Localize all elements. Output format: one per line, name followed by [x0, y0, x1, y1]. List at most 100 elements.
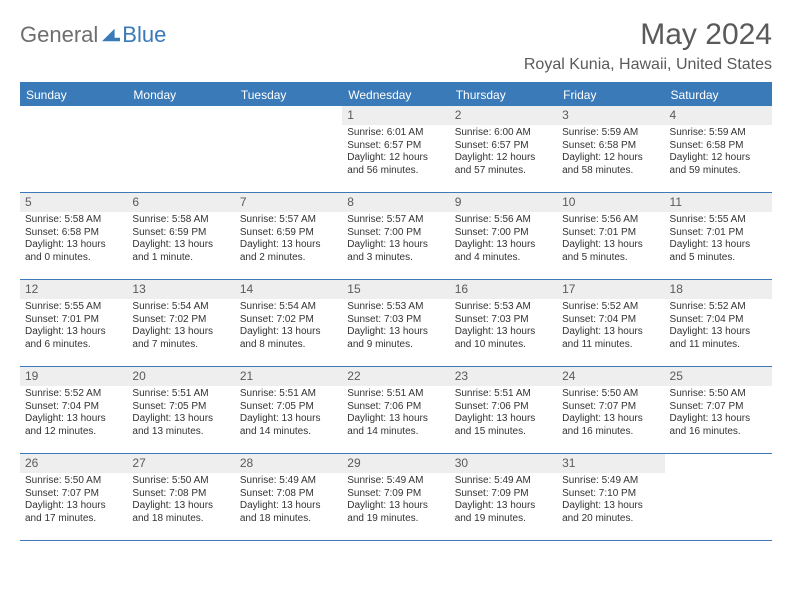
sunrise-text: Sunrise: 5:51 AM	[132, 388, 229, 401]
calendar-cell: 4Sunrise: 5:59 AMSunset: 6:58 PMDaylight…	[665, 106, 772, 192]
header: General Blue May 2024 Royal Kunia, Hawai…	[20, 18, 772, 74]
sunrise-text: Sunrise: 5:49 AM	[562, 475, 659, 488]
sunset-text: Sunset: 6:57 PM	[455, 140, 552, 153]
calendar-cell: 23 Sunrise: 5:51 AMSunset: 7:06 PMDayligh…	[450, 367, 557, 453]
daylight-text: and 7 minutes.	[132, 339, 229, 352]
daylight-text: and 19 minutes.	[347, 513, 444, 526]
daylight-text: Daylight: 13 hours	[562, 326, 659, 339]
calendar-cell: 22Sunrise: 5:51 AMSunset: 7:06 PMDayligh…	[342, 367, 449, 453]
daylight-text: and 6 minutes.	[25, 339, 122, 352]
sunset-text: Sunset: 7:01 PM	[562, 227, 659, 240]
daylight-text: and 2 minutes.	[240, 252, 337, 265]
sunrise-text: Sunrise: 6:00 AM	[455, 127, 552, 140]
sunrise-text: Sunrise: 5:50 AM	[562, 388, 659, 401]
calendar-cell: 6Sunrise: 5:58 AMSunset: 6:59 PMDaylight…	[127, 193, 234, 279]
logo-text-1: General	[20, 22, 98, 48]
sunrise-text: Sunrise: 5:50 AM	[670, 388, 767, 401]
week-row: 12 Sunrise: 5:55 AMSunset: 7:01 PM Dayligh…	[20, 280, 772, 367]
dayhead-thu: Thursday	[450, 84, 557, 106]
day-number: 6	[127, 193, 234, 212]
sunrise-text: Sunrise: 5:52 AM	[25, 388, 122, 401]
daylight-text: Daylight: 12 hours	[562, 152, 659, 165]
sunset-text: Sunset: 7:03 PM	[455, 314, 552, 327]
sunset-text: Sunset: 7:00 PM	[347, 227, 444, 240]
sunset-text: Sunset: 7:05 PM	[240, 401, 337, 414]
day-header-row: Sunday Monday Tuesday Wednesday Thursday…	[20, 84, 772, 106]
sunset-text: Sunset: 7:10 PM	[562, 488, 659, 501]
sunset-text: Sunset: 7:04 PM	[562, 314, 659, 327]
day-number: 16	[450, 280, 557, 299]
calendar-cell: 9Sunrise: 5:56 AMSunset: 7:00 PMDaylight…	[450, 193, 557, 279]
dayhead-mon: Monday	[127, 84, 234, 106]
sunrise-text: Sunrise: 5:57 AM	[240, 214, 337, 227]
sunset-text: Sunset: 6:57 PM	[347, 140, 444, 153]
sunset-text: Sunset: 7:06 PM	[455, 401, 552, 414]
calendar-cell: 20Sunrise: 5:51 AMSunset: 7:05 PMDayligh…	[127, 367, 234, 453]
sunrise-text: Sunrise: 5:52 AM	[562, 301, 659, 314]
sunset-text: Sunset: 6:59 PM	[132, 227, 229, 240]
daylight-text: and 17 minutes.	[25, 513, 122, 526]
dayhead-tue: Tuesday	[235, 84, 342, 106]
daylight-text: Daylight: 13 hours	[562, 500, 659, 513]
sunrise-text: Sunrise: 5:49 AM	[455, 475, 552, 488]
day-number: 19	[20, 367, 127, 386]
day-number: 2	[450, 106, 557, 125]
daylight-text: Daylight: 13 hours	[347, 239, 444, 252]
sunset-text: Sunset: 7:09 PM	[347, 488, 444, 501]
day-number: 20	[127, 367, 234, 386]
sunset-text: Sunset: 7:07 PM	[670, 401, 767, 414]
day-number: 29	[342, 454, 449, 473]
logo: General Blue	[20, 22, 166, 48]
daylight-text: Daylight: 13 hours	[347, 500, 444, 513]
daylight-text: and 16 minutes.	[670, 426, 767, 439]
daylight-text: and 0 minutes.	[25, 252, 122, 265]
sunset-text: Sunset: 7:09 PM	[455, 488, 552, 501]
dayhead-fri: Friday	[557, 84, 664, 106]
sunrise-text: Sunrise: 5:57 AM	[347, 214, 444, 227]
sunrise-text: Sunrise: 5:56 AM	[455, 214, 552, 227]
day-number: 21	[235, 367, 342, 386]
calendar-cell	[235, 106, 342, 192]
daylight-text: Daylight: 12 hours	[347, 152, 444, 165]
day-number: 8	[342, 193, 449, 212]
sunset-text: Sunset: 7:05 PM	[132, 401, 229, 414]
sunset-text: Sunset: 6:58 PM	[25, 227, 122, 240]
sunrise-text: Sunrise: 5:52 AM	[670, 301, 767, 314]
daylight-text: Daylight: 13 hours	[455, 326, 552, 339]
month-title: May 2024	[524, 18, 772, 52]
daylight-text: Daylight: 13 hours	[347, 413, 444, 426]
day-number: 25	[665, 367, 772, 386]
week-row: 26Sunrise: 5:50 AMSunset: 7:07 PMDayligh…	[20, 454, 772, 541]
daylight-text: Daylight: 13 hours	[347, 326, 444, 339]
day-number: 11	[665, 193, 772, 212]
calendar-cell	[127, 106, 234, 192]
calendar-cell	[665, 454, 772, 540]
daylight-text: and 16 minutes.	[562, 426, 659, 439]
day-number: 9	[450, 193, 557, 212]
day-number: 24	[557, 367, 664, 386]
daylight-text: Daylight: 13 hours	[670, 326, 767, 339]
day-number: 18	[665, 280, 772, 299]
calendar-cell: 7Sunrise: 5:57 AMSunset: 6:59 PMDaylight…	[235, 193, 342, 279]
calendar-cell: 25Sunrise: 5:50 AMSunset: 7:07 PMDayligh…	[665, 367, 772, 453]
sunrise-text: Sunrise: 5:51 AM	[455, 388, 552, 401]
day-number: 23	[450, 367, 557, 386]
sunrise-text: Sunrise: 5:50 AM	[132, 475, 229, 488]
day-number: 1	[342, 106, 449, 125]
sunrise-text: Sunrise: 5:53 AM	[455, 301, 552, 314]
calendar-cell: 19Sunrise: 5:52 AMSunset: 7:04 PMDayligh…	[20, 367, 127, 453]
daylight-text: Daylight: 13 hours	[455, 413, 552, 426]
calendar-cell: 17Sunrise: 5:52 AMSunset: 7:04 PMDayligh…	[557, 280, 664, 366]
sunset-text: Sunset: 7:08 PM	[240, 488, 337, 501]
calendar-cell: 14Sunrise: 5:54 AMSunset: 7:02 PMDayligh…	[235, 280, 342, 366]
sunrise-text: Sunrise: 5:55 AM	[25, 301, 122, 314]
sunset-text: Sunset: 7:01 PM	[25, 314, 122, 327]
daylight-text: and 20 minutes.	[562, 513, 659, 526]
calendar-cell: 2Sunrise: 6:00 AMSunset: 6:57 PMDaylight…	[450, 106, 557, 192]
daylight-text: and 3 minutes.	[347, 252, 444, 265]
sunrise-text: Sunrise: 5:56 AM	[562, 214, 659, 227]
day-number: 12	[20, 280, 127, 299]
sunset-text: Sunset: 7:07 PM	[562, 401, 659, 414]
day-number: 30	[450, 454, 557, 473]
daylight-text: and 1 minute.	[132, 252, 229, 265]
